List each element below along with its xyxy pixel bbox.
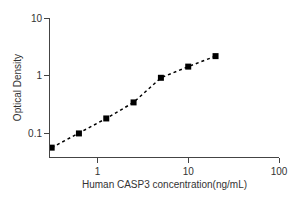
svg-text:Human CASP3 concentration(ng/m: Human CASP3 concentration(ng/mL) <box>82 179 247 190</box>
svg-text:100: 100 <box>271 166 288 177</box>
svg-text:1: 1 <box>36 70 42 81</box>
svg-text:10: 10 <box>31 13 43 24</box>
svg-text:Optical Density: Optical Density <box>12 54 23 121</box>
svg-text:1: 1 <box>95 166 101 177</box>
svg-text:10: 10 <box>183 166 195 177</box>
svg-text:0.1: 0.1 <box>28 128 42 139</box>
